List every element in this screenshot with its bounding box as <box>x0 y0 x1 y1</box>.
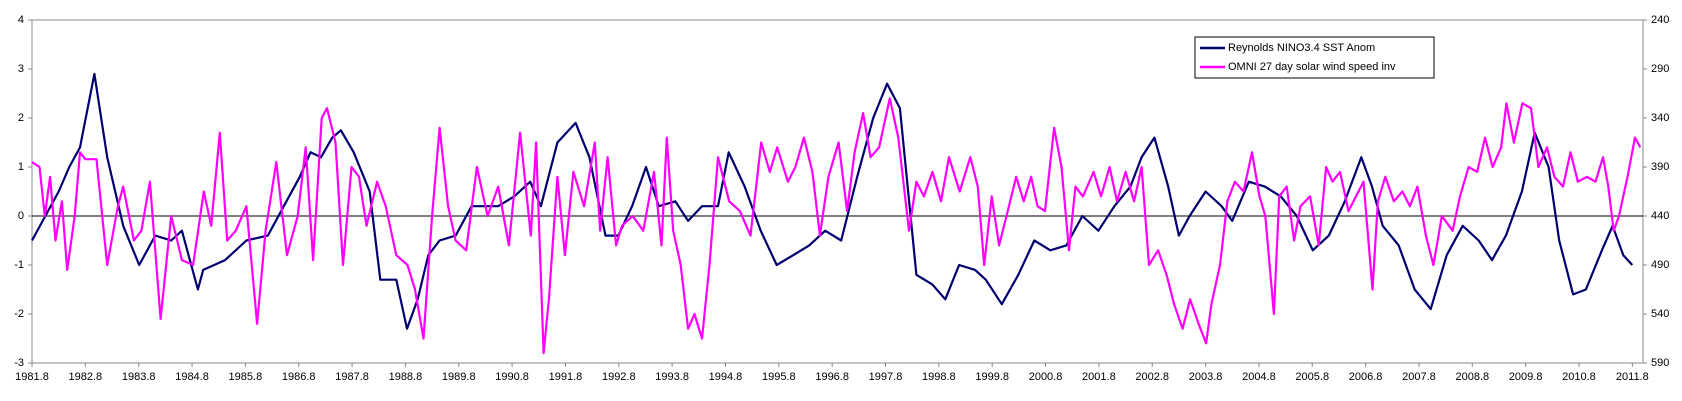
x-tick-label: 1994.8 <box>709 371 743 383</box>
y2-tick-label: 240 <box>1651 14 1669 26</box>
y-tick-label: 3 <box>18 63 24 75</box>
y-tick-label: -2 <box>14 308 24 320</box>
y2-tick-label: 340 <box>1651 112 1669 124</box>
y2-tick-label: 590 <box>1651 357 1669 369</box>
x-tick-label: 2010.8 <box>1562 371 1596 383</box>
x-tick-label: 1986.8 <box>282 371 316 383</box>
y-tick-label: 2 <box>18 112 24 124</box>
x-tick-label: 1998.8 <box>922 371 956 383</box>
x-tick-label: 1992.8 <box>602 371 636 383</box>
x-tick-label: 2000.8 <box>1029 371 1063 383</box>
legend-box <box>1194 36 1435 79</box>
x-tick-label: 1993.8 <box>655 371 689 383</box>
x-tick-label: 1983.8 <box>122 371 156 383</box>
y-tick-label: -1 <box>14 259 24 271</box>
x-tick-label: 1989.8 <box>442 371 476 383</box>
x-tick-label: 2002.8 <box>1135 371 1169 383</box>
y2-tick-label: 540 <box>1651 308 1669 320</box>
x-tick-label: 1981.8 <box>15 371 49 383</box>
y-tick-label: 1 <box>18 161 24 173</box>
x-tick-label: 1982.8 <box>69 371 103 383</box>
x-tick-label: 2003.8 <box>1189 371 1223 383</box>
legend: Reynolds NINO3.4 SST Anom OMNI 27 day sol… <box>1194 36 1435 79</box>
x-tick-label: 2008.8 <box>1455 371 1489 383</box>
y-tick-label: 4 <box>18 14 24 26</box>
x-tick-label: 1987.8 <box>335 371 369 383</box>
x-tick-label: 1997.8 <box>869 371 903 383</box>
x-tick-label: 1984.8 <box>175 371 209 383</box>
y2-tick-label: 290 <box>1651 63 1669 75</box>
y2-tick-label: 390 <box>1651 161 1669 173</box>
x-tick-label: 2011.8 <box>1616 371 1649 383</box>
x-tick-label: 1988.8 <box>389 371 423 383</box>
y2-tick-label: 490 <box>1651 259 1669 271</box>
x-tick-label: 1999.8 <box>975 371 1009 383</box>
x-tick-label: 1990.8 <box>495 371 529 383</box>
x-tick-label: 2007.8 <box>1402 371 1436 383</box>
series-line <box>31 72 1634 330</box>
x-tick-label: 2005.8 <box>1295 371 1329 383</box>
legend-label: OMNI 27 day solar wind speed inv <box>1228 61 1396 73</box>
y-tick-label: 0 <box>18 210 24 222</box>
x-tick-label: 1991.8 <box>549 371 583 383</box>
x-tick-label: 2009.8 <box>1509 371 1543 383</box>
x-tick-label: 2001.8 <box>1082 371 1116 383</box>
y2-tick-label: 440 <box>1651 210 1669 222</box>
y-tick-label: -3 <box>14 357 24 369</box>
series-line <box>31 97 1642 355</box>
x-tick-label: 1996.8 <box>815 371 849 383</box>
legend-label: Reynolds NINO3.4 SST Anom <box>1228 42 1375 54</box>
x-tick-label: 2004.8 <box>1242 371 1276 383</box>
x-tick-label: 1985.8 <box>229 371 263 383</box>
x-tick-label: 1995.8 <box>762 371 796 383</box>
plot-frame <box>31 19 1644 364</box>
x-tick-label: 2006.8 <box>1349 371 1383 383</box>
